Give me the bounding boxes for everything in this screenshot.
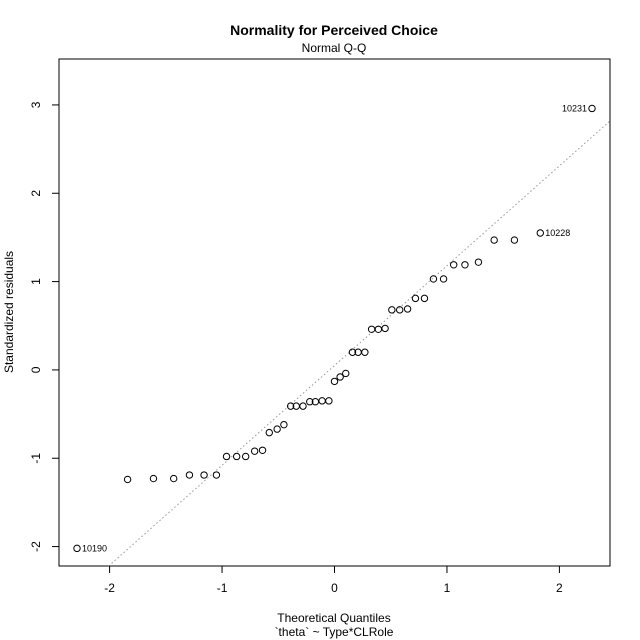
y-tick-label: -1 [29,453,43,464]
y-tick-label: 1 [29,278,43,285]
data-point [461,261,469,269]
point-label: 10228 [545,228,570,238]
data-point [367,325,376,333]
y-tick-label: 3 [29,101,43,108]
data-point [169,474,178,483]
data-point [265,428,273,437]
data-point [490,236,498,244]
y-tick-label: 2 [29,190,43,197]
data-point [123,475,132,484]
data-point [439,275,448,283]
data-point [342,369,350,378]
data-point [241,452,250,461]
data-point [200,471,208,479]
data-point [429,275,438,283]
plot-frame [58,58,611,567]
data-point [411,294,420,303]
x-axis: -2 -1 0 1 2 [104,565,563,595]
y-axis: -2 -1 0 1 2 3 [29,101,60,552]
reference-line [108,120,611,567]
x-tick-label: -2 [104,581,115,595]
y-axis-title: Standardized residuals [2,251,16,373]
data-point [325,397,333,405]
data-points [73,104,596,553]
data-point [420,294,429,303]
data-point [222,452,231,461]
data-point [280,420,288,429]
data-point [396,306,404,314]
y-tick-label: 0 [29,366,43,373]
data-point [449,261,458,269]
x-tick-label: 2 [556,581,563,595]
data-point [286,402,295,410]
data-point [306,398,314,406]
chart-title: Normality for Perceived Choice [230,22,438,38]
data-point [336,373,344,381]
data-point [212,471,221,479]
x-tick-label: -1 [217,581,228,595]
data-point [273,425,281,433]
data-point [381,324,389,333]
data-point [318,397,326,405]
data-point [185,471,194,479]
data-point [474,258,483,266]
data-point [588,104,596,113]
x-axis-title: Theoretical Quantiles [277,611,390,625]
data-point [258,446,267,454]
data-point [232,452,241,461]
x-tick-label: 1 [444,581,451,595]
data-point [330,377,339,386]
data-point [536,229,544,237]
data-point [361,348,369,356]
data-point [348,348,357,356]
data-point [403,305,412,313]
data-point [73,544,81,553]
chart-subtitle: Normal Q-Q [302,41,367,55]
data-point [149,474,158,483]
data-point [388,306,396,314]
data-point [250,447,259,455]
point-label: 10231 [562,103,587,113]
y-tick-label: -2 [29,541,43,552]
x-axis-subtitle: `theta` ~ Type*CLRole [275,625,394,639]
point-labels: 10190 10228 10231 [82,103,587,553]
data-point [299,402,307,410]
point-label: 10190 [82,543,107,553]
data-point [510,236,519,244]
x-tick-label: 0 [331,581,338,595]
